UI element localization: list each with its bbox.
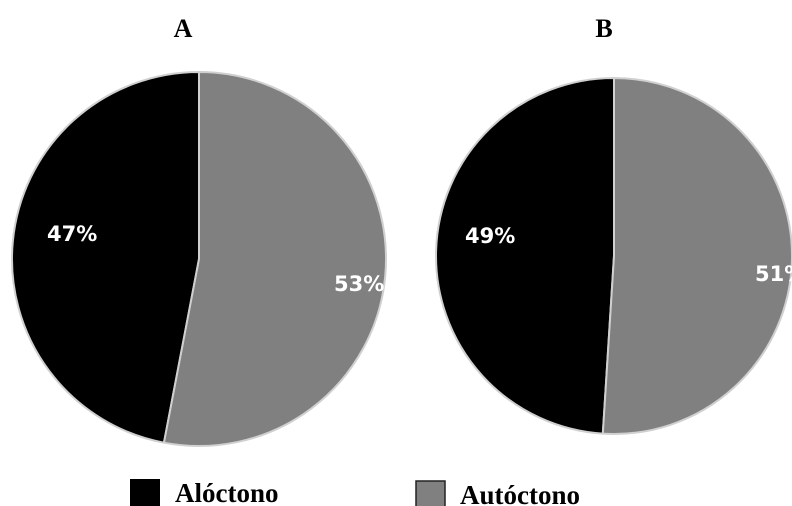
legend-label-aloctono: Alóctono <box>175 478 279 506</box>
legend-swatch-autoctono <box>415 480 446 506</box>
legend: Alóctono Autóctono <box>130 478 580 506</box>
legend-label-autoctono: Autóctono <box>460 480 580 506</box>
chart-b-slice-autoctono <box>601 77 792 435</box>
legend-swatch-aloctono <box>130 479 160 506</box>
chart-b-slice-aloctono <box>435 77 615 435</box>
chart-a-pie: 47% 53% <box>11 71 387 447</box>
chart-b-pie: 49% 51% <box>435 77 792 435</box>
chart-a-slice-aloctono <box>11 71 200 444</box>
chart-b-label-autoctono: 51% <box>755 262 792 286</box>
chart-a-slice-autoctono <box>162 71 387 447</box>
chart-a-label-autoctono: 53% <box>334 272 384 296</box>
chart-b-label-aloctono: 49% <box>465 224 515 248</box>
chart-b-title: B <box>595 14 612 43</box>
chart-a-title: A <box>174 14 193 43</box>
chart-a-label-aloctono: 47% <box>47 222 97 246</box>
